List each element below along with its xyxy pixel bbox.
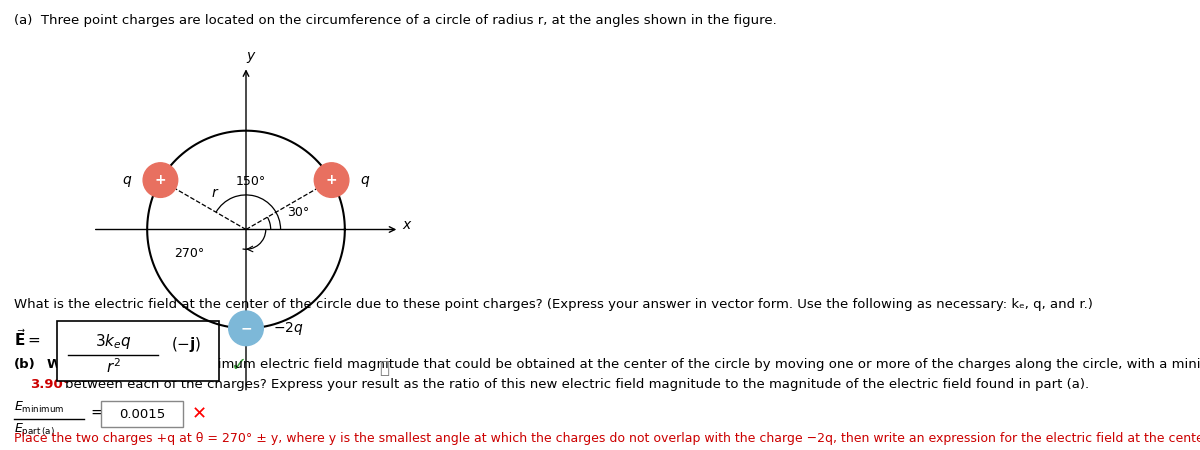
Text: x: x: [402, 217, 410, 232]
Text: 3.90°: 3.90°: [30, 378, 70, 391]
Text: $E_{\mathrm{part\,(a)}}$: $E_{\mathrm{part\,(a)}}$: [14, 421, 55, 438]
Text: 150°: 150°: [236, 175, 266, 188]
Text: between each of the charges? Express your result as the ratio of this new electr: between each of the charges? Express you…: [65, 378, 1090, 391]
Text: $3k_eq$: $3k_eq$: [95, 332, 131, 351]
Text: $-2q$: $-2q$: [274, 320, 304, 337]
Text: What is the electric field at the center of the circle due to these point charge: What is the electric field at the center…: [14, 298, 1093, 311]
Text: (b): (b): [14, 358, 36, 371]
Text: y: y: [247, 50, 256, 63]
Text: +: +: [155, 173, 167, 187]
Text: =: =: [90, 405, 103, 419]
Text: −: −: [240, 321, 252, 335]
Text: 270°: 270°: [174, 248, 204, 260]
Text: What is the minimum electric field magnitude that could be obtained at the cente: What is the minimum electric field magni…: [108, 358, 1200, 371]
Text: $\vec{\mathbf{E}} =$: $\vec{\mathbf{E}} =$: [14, 328, 41, 349]
Text: ✓: ✓: [230, 356, 246, 375]
Text: q: q: [122, 173, 131, 187]
Text: ⓘ: ⓘ: [379, 359, 389, 377]
Text: ✕: ✕: [192, 405, 208, 423]
Text: $E_{\mathrm{minimum}}$: $E_{\mathrm{minimum}}$: [14, 400, 65, 415]
Text: Place the two charges +q at θ = 270° ± y, where y is the smallest angle at which: Place the two charges +q at θ = 270° ± y…: [14, 432, 1200, 445]
Text: q: q: [361, 173, 370, 187]
FancyBboxPatch shape: [101, 401, 182, 427]
Text: $(-\mathbf{j})$: $(-\mathbf{j})$: [170, 334, 202, 354]
Circle shape: [143, 163, 178, 198]
FancyBboxPatch shape: [58, 321, 220, 381]
Text: +: +: [325, 173, 337, 187]
Text: (a)  Three point charges are located on the circumference of a circle of radius : (a) Three point charges are located on t…: [14, 14, 776, 27]
Text: What If?: What If?: [47, 358, 109, 371]
Circle shape: [229, 311, 263, 346]
Text: $r^2$: $r^2$: [106, 357, 120, 376]
Text: 30°: 30°: [288, 206, 310, 219]
Text: r: r: [211, 186, 217, 200]
Circle shape: [314, 163, 349, 198]
Text: 0.0015: 0.0015: [119, 408, 166, 420]
